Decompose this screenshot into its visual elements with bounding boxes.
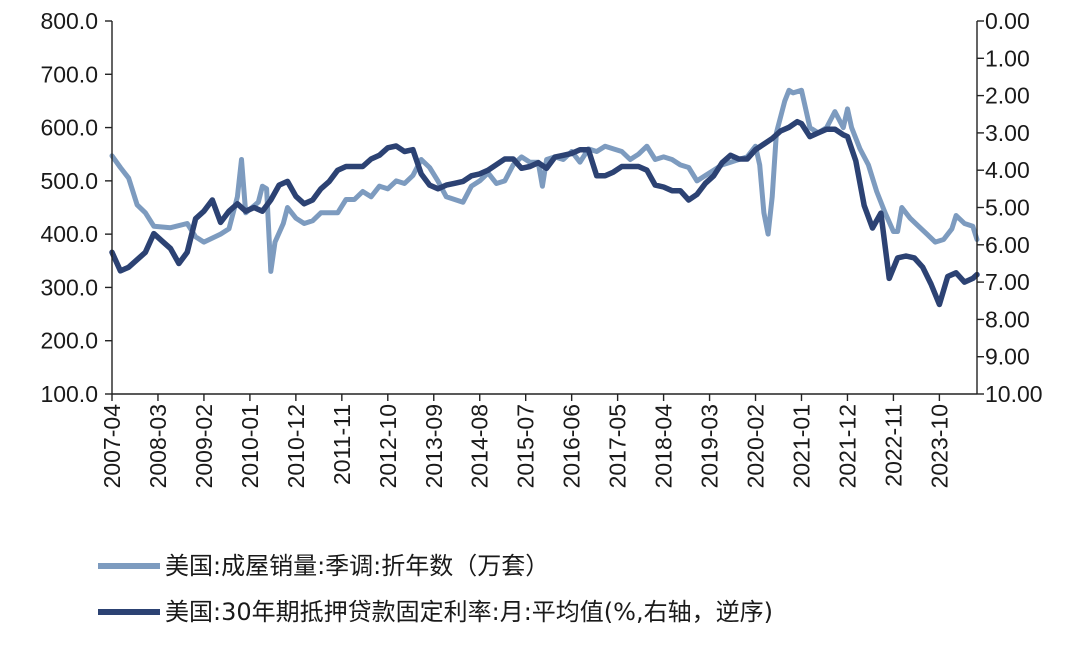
left-tick-label: 200.0: [40, 328, 98, 354]
left-tick-label: 500.0: [40, 168, 98, 194]
x-tick-label: 2010-01: [237, 404, 263, 488]
x-tick-label: 2010-12: [283, 404, 309, 488]
series-layer: [109, 87, 980, 308]
x-tick-label: 2015-07: [513, 404, 539, 488]
x-tick-label: 2023-10: [926, 404, 952, 488]
x-tick-label: 2012-10: [375, 404, 401, 488]
right-tick-label: 0.00: [985, 8, 1030, 34]
x-tick-label: 2007-04: [99, 404, 125, 489]
right-tick-label: 4.00: [985, 157, 1030, 183]
left-tick-label: 800.0: [40, 8, 98, 34]
x-tick-label: 2017-05: [605, 404, 631, 488]
right-tick-label: 9.00: [985, 344, 1030, 370]
ticks-layer: 800.0 700.0 600.0 500.0 400.0 300.0 200.0 100.0…: [40, 8, 1042, 488]
left-tick-label: 600.0: [40, 115, 98, 141]
right-tick-label: 8.00: [985, 306, 1030, 332]
x-tick-label: 2009-02: [191, 404, 217, 488]
x-tick-label: 2011-11: [329, 404, 355, 485]
legend-label-sales: 美国:成屋销量:季调:折年数（万套）: [165, 552, 549, 580]
series-line-rate: [109, 118, 980, 308]
x-tick-label: 2021-01: [788, 404, 814, 488]
right-tick-label: 7.00: [985, 269, 1030, 295]
left-tick-label: 300.0: [40, 274, 98, 300]
right-tick-label: 6.00: [985, 232, 1030, 258]
x-tick-label: 2019-03: [697, 404, 723, 488]
x-tick-label: 2008-03: [145, 404, 171, 488]
x-tick-label: 2021-12: [834, 404, 860, 488]
x-tick-label: 2016-06: [559, 404, 585, 488]
x-tick-label: 2018-04: [651, 404, 677, 489]
x-tick-label: 2022-11: [880, 404, 906, 487]
left-tick-label: 700.0: [40, 61, 98, 87]
right-tick-label: 3.00: [985, 120, 1030, 146]
x-tick-label: 2020-02: [743, 404, 769, 488]
right-tick-label: 5.00: [985, 195, 1030, 221]
left-tick-label: 400.0: [40, 221, 98, 247]
right-tick-label: 2.00: [985, 83, 1030, 109]
series-line-sales: [109, 87, 980, 274]
right-tick-label: 1.00: [985, 45, 1030, 71]
x-tick-label: 2013-09: [421, 404, 447, 488]
right-tick-label: 10.00: [985, 381, 1043, 407]
x-tick-label: 2014-08: [467, 404, 493, 488]
legend: 美国:成屋销量:季调:折年数（万套） 美国:30年期抵押贷款固定利率:月:平均值…: [98, 552, 773, 626]
left-tick-label: 100.0: [40, 381, 98, 407]
legend-label-rate: 美国:30年期抵押贷款固定利率:月:平均值(%,右轴，逆序): [165, 598, 773, 626]
